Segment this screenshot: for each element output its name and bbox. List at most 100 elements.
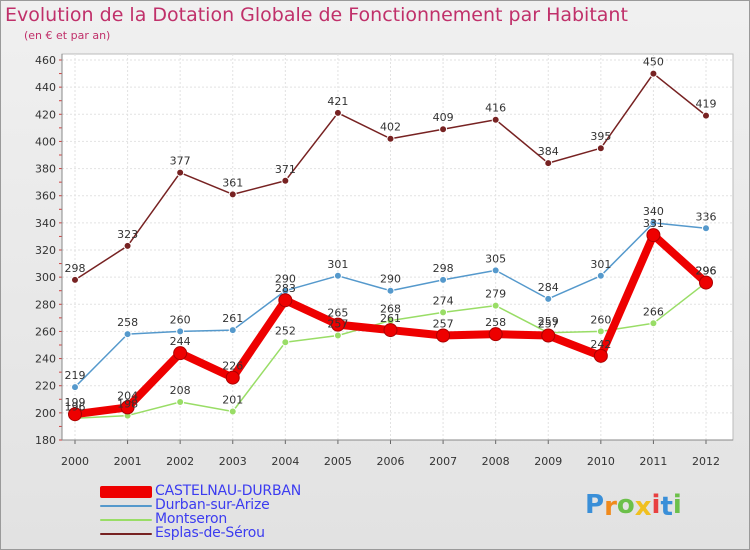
data-label: 371: [275, 163, 296, 176]
x-tick-label: 2001: [114, 455, 142, 468]
data-point: [176, 398, 185, 406]
data-point: [71, 383, 79, 392]
data-label: 226: [222, 360, 243, 373]
data-point: [544, 294, 553, 303]
proxiti-logo: Proxiti: [585, 490, 682, 522]
data-point: [120, 400, 135, 415]
plot-area: [61, 53, 734, 441]
data-label: 284: [538, 281, 559, 294]
data-label: 384: [538, 145, 559, 158]
data-label: 201: [222, 394, 243, 407]
data-point: [491, 115, 500, 124]
x-tick-label: 2003: [219, 455, 247, 468]
data-label: 208: [170, 384, 191, 397]
data-label: 258: [485, 316, 506, 329]
logo-letter: i: [672, 490, 682, 520]
x-tick-label: 2009: [534, 455, 562, 468]
data-label: 377: [170, 155, 191, 168]
data-point: [123, 241, 132, 250]
data-label: 409: [433, 111, 454, 124]
legend-swatch: [100, 533, 152, 535]
x-tick-label: 2010: [587, 455, 615, 468]
y-tick-label: 180: [35, 434, 56, 447]
logo-letter: P: [585, 490, 605, 520]
data-point: [386, 134, 395, 143]
data-label: 301: [327, 258, 348, 271]
data-label: 265: [327, 307, 348, 320]
data-point: [596, 327, 605, 336]
logo-letter: i: [651, 490, 661, 520]
data-point: [281, 176, 290, 185]
data-label: 279: [485, 288, 506, 301]
data-point: [333, 108, 342, 117]
data-point: [596, 271, 605, 280]
data-point: [439, 275, 448, 284]
data-point: [68, 407, 82, 422]
logo-letter: x: [634, 492, 652, 522]
y-tick-label: 340: [35, 217, 56, 230]
y-tick-label: 420: [35, 108, 56, 121]
data-point: [383, 323, 398, 338]
data-label: 301: [590, 258, 611, 271]
x-tick-label: 2006: [377, 455, 405, 468]
y-tick-label: 440: [35, 81, 56, 94]
data-label: 261: [222, 312, 243, 325]
y-tick-label: 220: [35, 380, 56, 393]
data-point: [281, 338, 290, 347]
data-point: [333, 331, 342, 340]
data-label: 260: [170, 313, 191, 326]
data-label: 323: [117, 228, 138, 241]
data-point: [333, 271, 342, 280]
y-tick-label: 200: [35, 407, 56, 420]
y-tick-label: 380: [35, 163, 56, 176]
x-tick-label: 2007: [429, 455, 457, 468]
y-tick-label: 400: [35, 135, 56, 148]
data-label: 296: [696, 265, 717, 278]
data-label: 416: [485, 102, 506, 115]
data-point: [649, 319, 658, 328]
data-point: [278, 293, 293, 308]
legend-swatch: [100, 505, 152, 507]
data-label: 252: [275, 324, 296, 337]
data-point: [596, 144, 605, 153]
data-point: [225, 370, 240, 385]
x-tick-label: 2005: [324, 455, 352, 468]
data-label: 257: [538, 318, 559, 331]
chart-title: Evolution de la Dotation Globale de Fonc…: [5, 4, 628, 26]
data-label: 259: [538, 315, 559, 328]
data-label: 244: [170, 335, 191, 348]
series-castelnau: [68, 228, 713, 422]
data-point: [593, 348, 608, 363]
legend-swatch: [100, 486, 152, 498]
data-point: [488, 327, 503, 342]
y-tick-label: 320: [35, 244, 56, 257]
data-point: [649, 218, 658, 227]
series-durban: [71, 218, 710, 392]
series-esplas: [71, 69, 710, 284]
x-tick-label: 2002: [166, 455, 194, 468]
y-tick-label: 240: [35, 353, 56, 366]
logo-letter: o: [616, 490, 635, 520]
data-point: [699, 275, 713, 290]
data-label: 258: [117, 316, 138, 329]
data-label: 395: [590, 130, 611, 143]
data-label: 361: [222, 176, 243, 189]
y-tick-label: 280: [35, 298, 56, 311]
data-label: 204: [117, 389, 138, 402]
data-label: 336: [696, 210, 717, 223]
data-label: 290: [380, 273, 401, 286]
legend-label: CASTELNAU-DURBAN: [155, 483, 301, 499]
x-tick-label: 2000: [61, 455, 89, 468]
data-point: [544, 159, 553, 168]
data-label: 268: [380, 303, 401, 316]
data-point: [439, 308, 448, 317]
y-tick-label: 260: [35, 325, 56, 338]
logo-letter: r: [604, 492, 617, 522]
legend-swatch: [100, 519, 152, 521]
data-label: 261: [380, 312, 401, 325]
y-tick-label: 460: [35, 54, 56, 67]
data-label: 283: [275, 282, 296, 295]
data-label: 257: [327, 318, 348, 331]
x-tick-label: 2004: [271, 455, 299, 468]
